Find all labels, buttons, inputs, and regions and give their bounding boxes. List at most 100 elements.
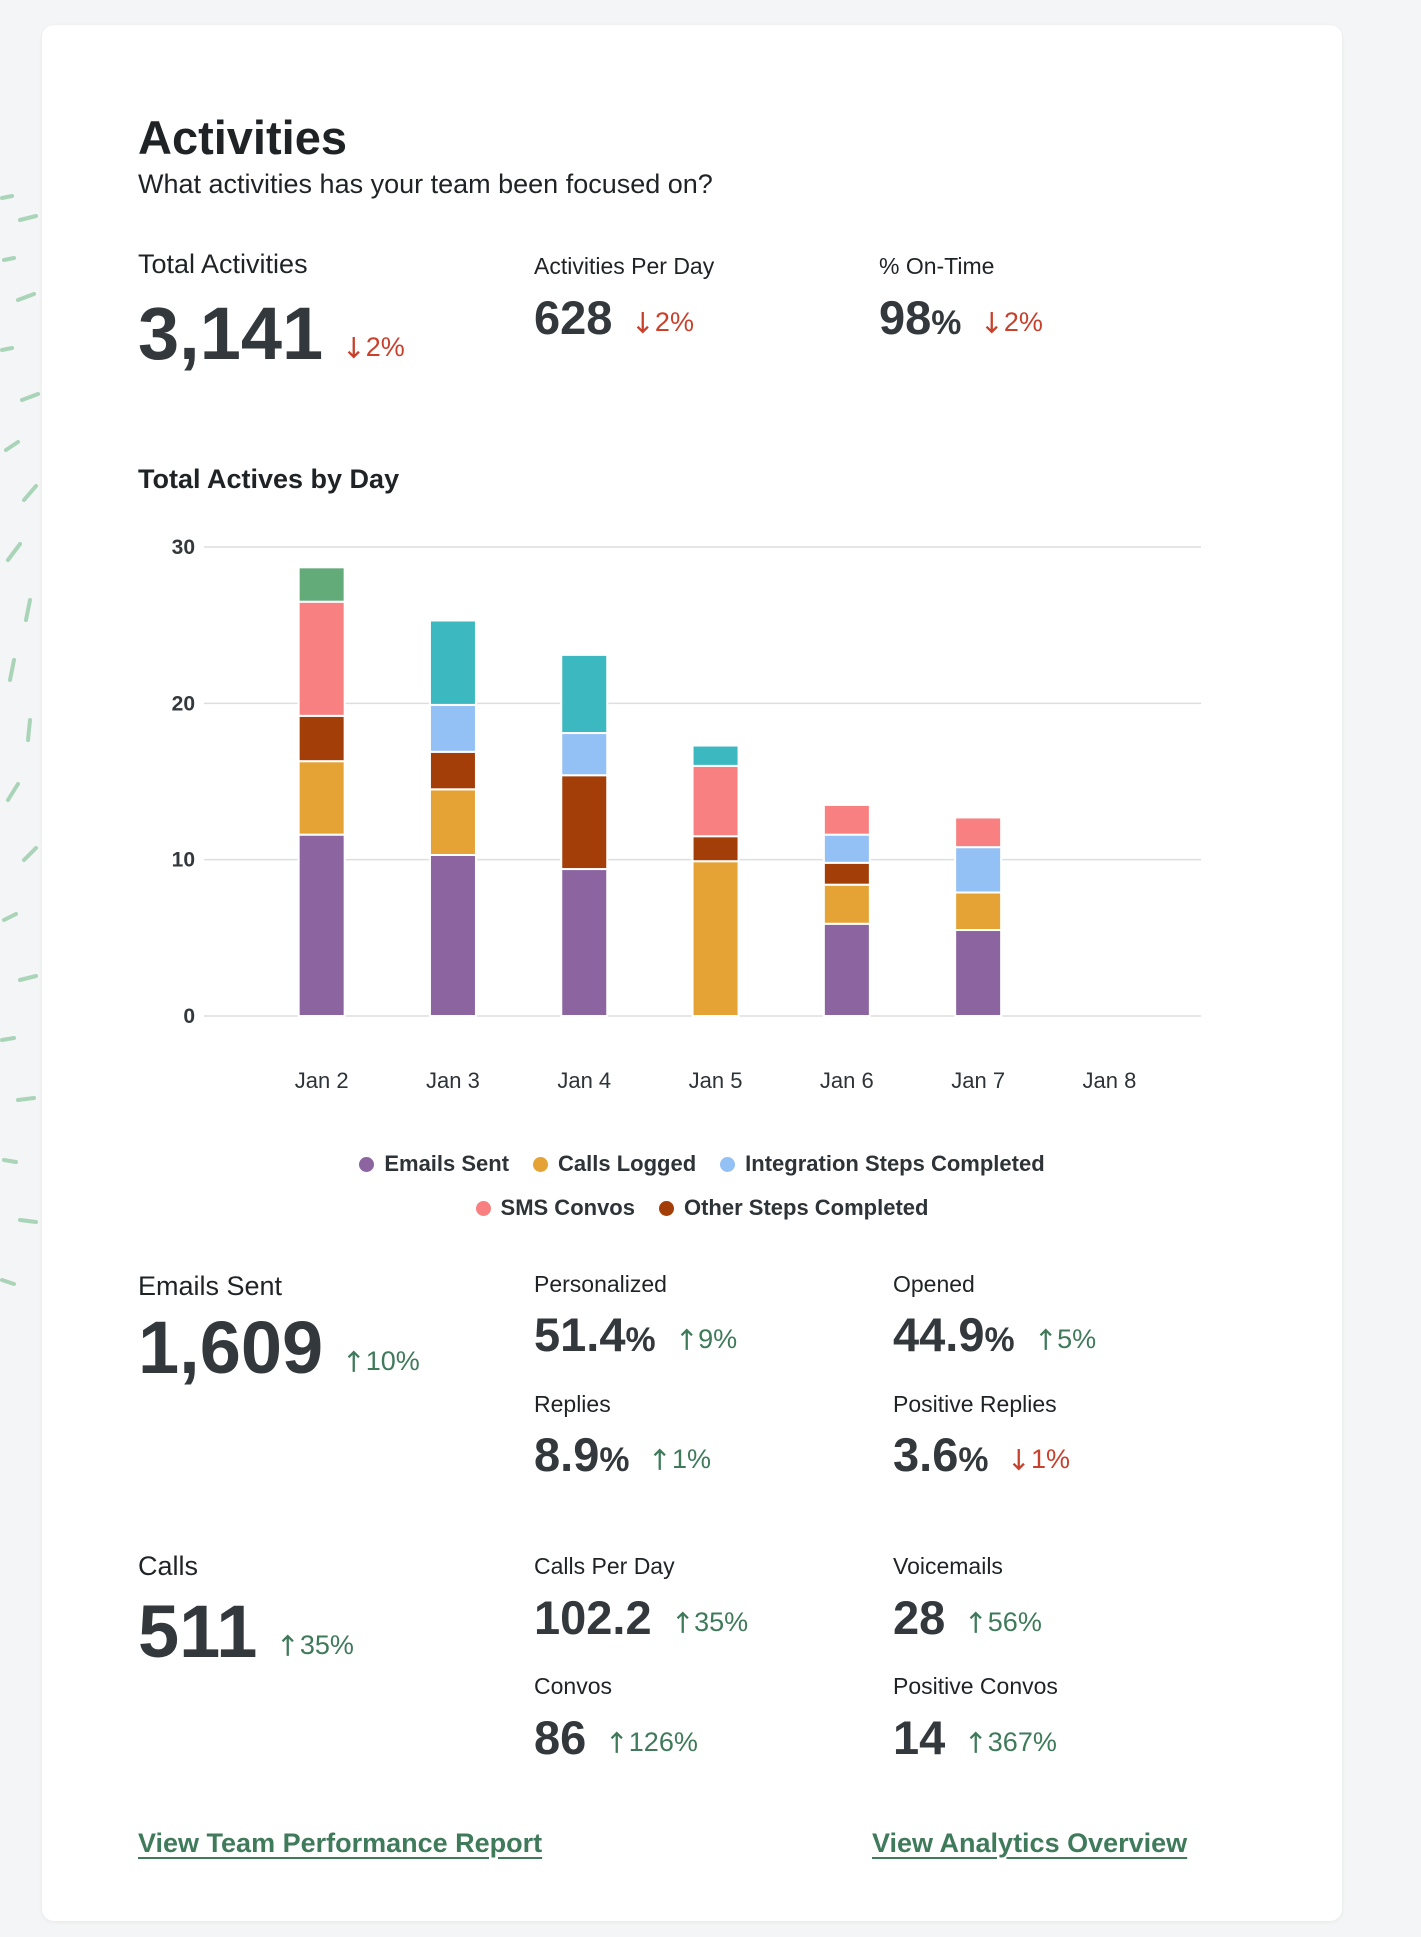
bar-segment xyxy=(822,883,871,925)
y-tick-label: 30 xyxy=(172,536,195,559)
bar-segment xyxy=(822,922,871,1017)
metric-row: 3,141 2% xyxy=(138,297,405,371)
bar-segment xyxy=(297,600,346,717)
legend-item: Emails Sent xyxy=(359,1151,509,1177)
legend-item: Integration Steps Completed xyxy=(720,1151,1045,1177)
delta-text: 35% xyxy=(299,1630,354,1661)
arrow-icon xyxy=(970,1731,983,1754)
x-tick-label: Jan 4 xyxy=(557,1068,611,1093)
legend-dot xyxy=(658,1200,674,1216)
bar-segment xyxy=(560,868,609,1018)
metric-unit: % xyxy=(958,1441,989,1480)
metric-label: Positive Replies xyxy=(893,1391,1057,1418)
delta-text: 10% xyxy=(365,1346,420,1377)
delta-text: 2% xyxy=(1003,307,1043,338)
legend-dot xyxy=(720,1156,736,1172)
bar-segment xyxy=(428,703,477,753)
metric-value: 511 xyxy=(138,1590,258,1674)
legend-dot xyxy=(475,1200,491,1216)
x-tick-label: Jan 6 xyxy=(820,1068,874,1093)
bar-segment xyxy=(297,760,346,836)
legend-dot xyxy=(533,1156,549,1172)
metric-value: 3.6 xyxy=(893,1428,959,1482)
bar-segment xyxy=(691,860,740,1017)
metric-delta: 126% xyxy=(610,1729,698,1756)
bar-segment xyxy=(822,833,871,864)
metric-label: % On-Time xyxy=(879,253,995,280)
metric-row: 28 56% xyxy=(893,1594,1042,1641)
metric-label: Activities Per Day xyxy=(534,253,715,280)
metric-value: 86 xyxy=(534,1711,587,1765)
bar-segment xyxy=(822,861,871,886)
arrow-icon xyxy=(611,1731,624,1754)
legend-label: Calls Logged xyxy=(558,1151,697,1176)
delta-text: 2% xyxy=(654,307,694,338)
metric-label: Emails Sent xyxy=(138,1270,283,1301)
link[interactable]: View Team Performance Report xyxy=(138,1828,543,1858)
metric-value: 102.2 xyxy=(534,1591,652,1645)
arrow-icon xyxy=(282,1634,295,1657)
legend-label: Emails Sent xyxy=(384,1151,510,1176)
metric-label: Positive Convos xyxy=(893,1673,1058,1700)
bar-segment xyxy=(691,744,740,767)
y-tick-label: 0 xyxy=(183,1005,195,1028)
metric-value: 44.9 xyxy=(893,1308,985,1362)
metric-delta: 35% xyxy=(281,1632,354,1659)
bar-segment xyxy=(822,803,871,836)
legend-item: Calls Logged xyxy=(533,1151,696,1177)
arrow-icon xyxy=(347,337,360,359)
bar-segment xyxy=(560,653,609,735)
delta-text: 35% xyxy=(694,1607,749,1638)
arrow-icon xyxy=(680,1328,693,1351)
x-tick-label: Jan 3 xyxy=(426,1068,480,1093)
metric-row: 1,609 10% xyxy=(138,1311,420,1385)
metric-delta: 2% xyxy=(636,309,694,336)
metric-delta: 35% xyxy=(676,1607,749,1638)
legend-item: Other Steps Completed xyxy=(658,1195,928,1221)
x-tick-label: Jan 2 xyxy=(295,1068,349,1093)
x-tick-label: Jan 7 xyxy=(951,1068,1005,1093)
metric-row: 8.9% 1% xyxy=(534,1431,711,1478)
metric-value: 3,141 xyxy=(138,292,324,376)
metric-value: 98 xyxy=(879,291,932,345)
bar-segment xyxy=(428,619,477,706)
metric-row: 628 2% xyxy=(534,294,694,341)
metric-unit: % xyxy=(984,1321,1015,1360)
metric-label: Total Activities xyxy=(138,248,308,279)
arrow-icon xyxy=(1039,1328,1052,1351)
title: Activities xyxy=(138,111,347,164)
metric-delta: 5% xyxy=(1039,1326,1096,1353)
x-tick-label: Jan 5 xyxy=(689,1068,743,1093)
legend-item: SMS Convos xyxy=(475,1195,635,1221)
metric-delta: 2% xyxy=(985,309,1043,336)
arrow-icon xyxy=(676,1611,689,1634)
legend-row: SMS Convos Other Steps Completed xyxy=(202,1186,1202,1230)
delta-text: 56% xyxy=(987,1607,1042,1638)
bar-segment xyxy=(560,774,609,871)
metric-label: Replies xyxy=(534,1391,611,1418)
legend: Emails Sent Calls Logged Integration Steps… xyxy=(202,1142,1202,1230)
metric-delta: 2% xyxy=(347,334,405,361)
metric-label: Calls xyxy=(138,1550,199,1581)
bar-segment xyxy=(297,566,346,603)
bar-segment xyxy=(691,764,740,838)
metric-delta: 10% xyxy=(347,1348,420,1375)
arrow-icon xyxy=(347,1350,360,1373)
legend-dot xyxy=(359,1156,375,1172)
metric-value: 628 xyxy=(534,291,613,345)
x-tick-label: Jan 8 xyxy=(1083,1068,1137,1093)
decoration xyxy=(0,194,40,1286)
metric-value: 51.4 xyxy=(534,1308,626,1362)
arrow-icon xyxy=(654,1448,667,1471)
link[interactable]: View Analytics Overview xyxy=(872,1828,1188,1858)
delta-text: 126% xyxy=(628,1727,698,1758)
arrow-icon xyxy=(637,312,650,334)
metric-value: 28 xyxy=(893,1591,946,1645)
metric-value: 1,609 xyxy=(138,1306,324,1390)
delta-text: 1% xyxy=(1030,1444,1070,1475)
bar-segment xyxy=(297,833,346,1017)
metric-row: 102.2 35% xyxy=(534,1594,748,1641)
metric-label: Opened xyxy=(893,1271,975,1298)
metric-delta: 9% xyxy=(680,1326,737,1353)
